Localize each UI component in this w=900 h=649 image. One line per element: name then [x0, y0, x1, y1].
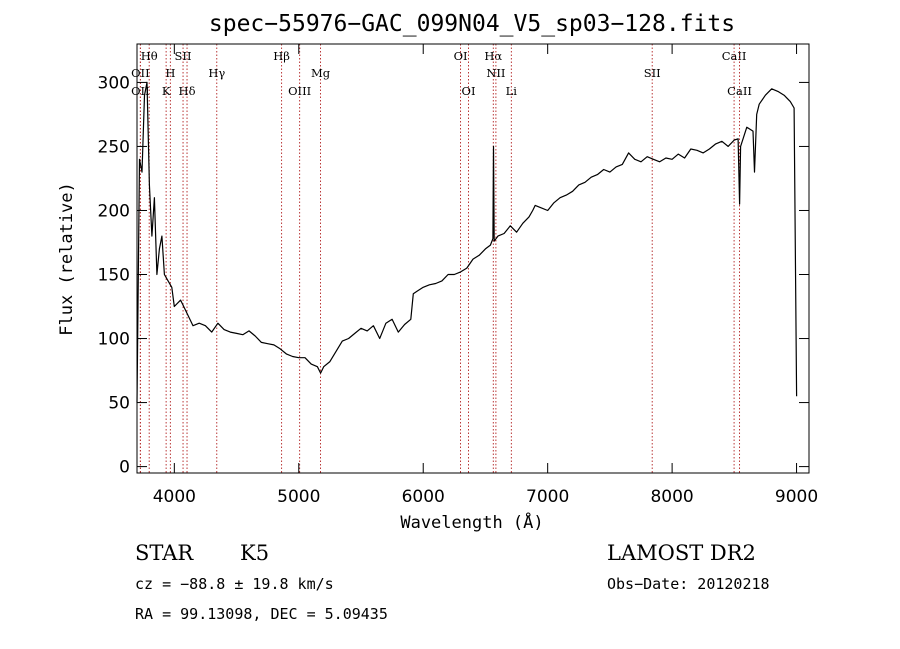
y-tick-label: 0 — [119, 458, 130, 478]
object-subclass: K5 — [240, 541, 269, 565]
coordinates: RA = 99.13098, DEC = 5.09435 — [135, 605, 388, 623]
y-tick-label: 100 — [98, 330, 130, 350]
marker-label: K — [162, 84, 171, 98]
marker-label: OΙ — [462, 84, 476, 98]
marker-label: SΙΙ — [175, 49, 192, 63]
observation-date: Obs−Date: 20120218 — [607, 575, 770, 593]
marker-label: Mg — [311, 66, 331, 80]
marker-label: H — [165, 66, 175, 80]
chart-title: spec−55976−GAC_099N04_V5_sp03−128.fits — [209, 11, 735, 37]
plot-frame — [136, 43, 810, 474]
y-tick-label: 200 — [98, 201, 130, 221]
redshift-value: cz = −88.8 ± 19.8 km/s — [135, 575, 334, 593]
marker-label: Hδ — [179, 84, 196, 98]
marker-label: OΙΙΙ — [288, 84, 311, 98]
y-tick-label: 250 — [98, 137, 130, 157]
y-tick-label: 300 — [98, 73, 130, 93]
x-tick-label: 8000 — [650, 487, 693, 507]
spectrum-series — [136, 81, 798, 403]
marker-label: NΙΙ — [486, 66, 505, 80]
x-tick-label: 5000 — [277, 487, 320, 507]
x-axis-label: Wavelength (Å) — [400, 511, 543, 533]
y-tick-label: 50 — [108, 394, 130, 414]
object-class: STAR — [135, 541, 194, 565]
x-axis-ticks: 4000 5000 6000 7000 8000 9000 — [153, 44, 818, 507]
x-tick-label: 4000 — [153, 487, 196, 507]
spectrum-line — [136, 81, 798, 403]
marker-label: Hα — [484, 49, 502, 63]
marker-label: Li — [506, 84, 518, 98]
x-tick-label: 6000 — [402, 487, 445, 507]
marker-label: Hθ — [141, 49, 158, 63]
y-tick-label: 150 — [98, 266, 130, 286]
marker-label: Hβ — [273, 49, 290, 63]
survey-name: LAMOST DR2 — [607, 541, 756, 565]
marker-label: OΙ — [454, 49, 468, 63]
marker-label: SΙΙ — [644, 66, 661, 80]
y-axis-ticks: 0 50 100 150 200 250 300 — [98, 73, 809, 478]
marker-label: OΙΙ — [131, 66, 150, 80]
marker-label: CaΙΙ — [722, 49, 747, 63]
marker-label: CaΙΙ — [727, 84, 752, 98]
marker-label: Hγ — [208, 66, 225, 80]
x-tick-label: 9000 — [775, 487, 818, 507]
x-tick-label: 7000 — [526, 487, 569, 507]
y-axis-label: Flux (relative) — [57, 182, 77, 336]
